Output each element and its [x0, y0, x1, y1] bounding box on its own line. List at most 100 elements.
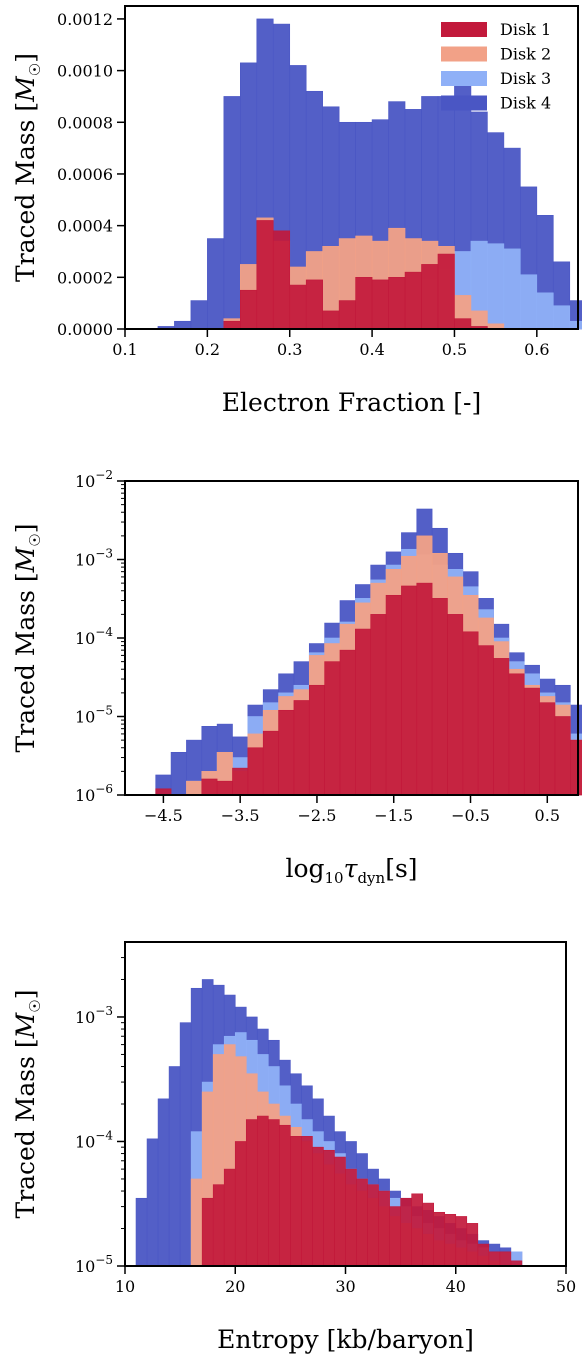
bar-disk-1-27 — [433, 1211, 446, 1267]
bar-disk-1-30 — [466, 1223, 479, 1267]
bar-disk-1-9 — [234, 1141, 247, 1267]
legend-swatch-disk-2 — [441, 46, 487, 62]
x-tick-label: 0.6 — [524, 340, 549, 359]
bar-disk-1-12 — [355, 277, 373, 330]
bar-disk-1-6 — [247, 747, 264, 796]
y-tick-label: 10−3 — [75, 1004, 113, 1027]
bar-disk-1-23 — [389, 1206, 401, 1267]
bar-disk-1-26 — [554, 716, 571, 796]
bar-disk-1-10 — [308, 684, 325, 796]
bar-disk-4-2 — [190, 300, 208, 330]
y-tick-label: 0.0012 — [57, 10, 113, 29]
bar-disk-1-23 — [508, 673, 525, 796]
bar-disk-4-4 — [179, 1022, 192, 1267]
bar-disk-1-7 — [212, 1184, 225, 1267]
entropy-y-ticks: 10−5 10−4 10−3 — [75, 957, 125, 1276]
bar-disk-1-10 — [322, 310, 340, 330]
bar-disk-4-1 — [146, 1138, 159, 1267]
bar-disk-1-25 — [411, 1193, 423, 1267]
dynamical-timescale-x-axis-label: log10τdyn[s] — [285, 854, 417, 887]
bar-disk-1-14 — [290, 1136, 302, 1267]
bar-disk-4-1 — [174, 320, 192, 330]
bar-disk-1-17 — [437, 253, 455, 330]
electron-fraction-panel: 0.1 0.2 0.3 0.4 0.5 0.6 0.00000.00020.00040.0… — [11, 5, 582, 417]
y-tick-label: 10−2 — [75, 468, 113, 491]
bar-disk-1-13 — [355, 628, 371, 796]
bar-disk-1-31 — [477, 1243, 490, 1267]
bar-disk-1-3 — [201, 778, 218, 796]
bar-disk-1-4 — [216, 780, 233, 796]
entropy-x-ticks: 10 20 30 40 50 — [115, 1266, 576, 1296]
bar-disk-1-16 — [421, 264, 439, 330]
dynamical-timescale-panel: −4.5 −3.5 −2.5 −1.5 −0.5 0.5 10−6 10−5 10−4 10−3… — [11, 468, 582, 887]
legend-swatch-disk-3 — [441, 71, 487, 86]
bar-disk-3-24 — [552, 305, 571, 330]
bar-disk-1-13 — [279, 1124, 291, 1267]
bar-disk-3-20 — [487, 243, 505, 330]
bar-disk-1-20 — [462, 631, 479, 796]
x-tick-label: 0.4 — [359, 340, 384, 359]
bar-disk-1-15 — [404, 271, 422, 330]
bar-disk-1-20 — [356, 1178, 368, 1267]
x-tick-label: −0.5 — [451, 806, 490, 825]
bar-disk-4-4 — [223, 96, 241, 330]
dynamical-timescale-y-axis-label: Traced Mass [M☉] — [11, 524, 44, 753]
bar-disk-1-12 — [339, 649, 356, 796]
y-tick-label: 0.0002 — [57, 268, 113, 287]
bar-disk-1-8 — [223, 1168, 236, 1267]
bar-disk-1-24 — [523, 687, 540, 796]
entropy-panel: 10 20 30 40 50 10−5 10−4 10−3 Entropy [kb/bary… — [11, 941, 576, 1354]
dynamical-timescale-y-ticks: 10−6 10−5 10−4 10−3 10−2 — [75, 468, 125, 805]
bar-disk-3-25 — [569, 320, 582, 330]
bar-disk-1-15 — [301, 1136, 313, 1267]
y-tick-label: 0.0006 — [57, 165, 113, 184]
bar-disk-1-32 — [488, 1251, 501, 1267]
bar-disk-1-16 — [312, 1146, 324, 1267]
bar-disk-1-8 — [278, 709, 295, 796]
electron-fraction-plot-frame — [124, 5, 579, 330]
bar-disk-1-22 — [493, 658, 510, 796]
dynamical-timescale-x-ticks: −4.5 −3.5 −2.5 −1.5 −0.5 0.5 — [144, 795, 560, 825]
entropy-bars — [135, 979, 523, 1267]
bar-disk-1-13 — [371, 279, 389, 330]
bar-disk-1-29 — [455, 1216, 468, 1267]
bar-disk-1-9 — [293, 700, 310, 796]
electron-fraction-y-axis-label: Traced Mass [M☉] — [11, 53, 44, 282]
legend-swatch-disk-4 — [441, 95, 487, 111]
legend-swatch-disk-1 — [441, 22, 487, 37]
bar-disk-1-24 — [400, 1197, 412, 1267]
bar-disk-1-6 — [201, 1197, 214, 1267]
bar-disk-2-2 — [186, 780, 203, 796]
y-tick-label: 0.0004 — [57, 217, 113, 236]
bar-disk-1-25 — [539, 702, 556, 796]
chart-legend: Disk 1 Disk 2 Disk 3 Disk 4 — [441, 20, 551, 113]
bar-disk-4-3 — [168, 1066, 181, 1267]
x-tick-label: 30 — [335, 1277, 355, 1296]
x-tick-label: −1.5 — [374, 806, 413, 825]
y-tick-label: 0.0010 — [57, 62, 113, 81]
bar-disk-1-14 — [370, 614, 387, 796]
x-tick-label: 0.5 — [535, 806, 560, 825]
x-tick-label: 0.5 — [442, 340, 467, 359]
bar-disk-1-19 — [447, 614, 464, 796]
bar-disk-1-18 — [334, 1156, 346, 1267]
electron-fraction-x-axis-label: Electron Fraction [-] — [222, 388, 481, 417]
x-tick-label: 0.3 — [277, 340, 302, 359]
bar-disk-1-10 — [245, 1119, 258, 1267]
y-tick-label: 10−6 — [75, 782, 113, 805]
bar-disk-2-5 — [190, 1178, 203, 1267]
x-tick-label: 0.1 — [112, 340, 137, 359]
y-tick-label: 0.0008 — [57, 113, 113, 132]
bar-disk-4-0 — [135, 1197, 148, 1267]
bar-disk-1-12 — [268, 1119, 280, 1267]
electron-fraction-bars — [157, 18, 582, 330]
y-tick-label: 10−5 — [75, 1253, 113, 1276]
bar-disk-1-11 — [256, 1115, 269, 1267]
bar-disk-1-5 — [232, 767, 249, 796]
x-tick-label: 50 — [556, 1277, 576, 1296]
bar-disk-1-4 — [223, 320, 241, 330]
bar-disk-3-23 — [536, 292, 554, 330]
bar-disk-1-18 — [431, 598, 448, 796]
bar-disk-4-3 — [207, 238, 225, 330]
bar-disk-1-8 — [289, 284, 307, 330]
